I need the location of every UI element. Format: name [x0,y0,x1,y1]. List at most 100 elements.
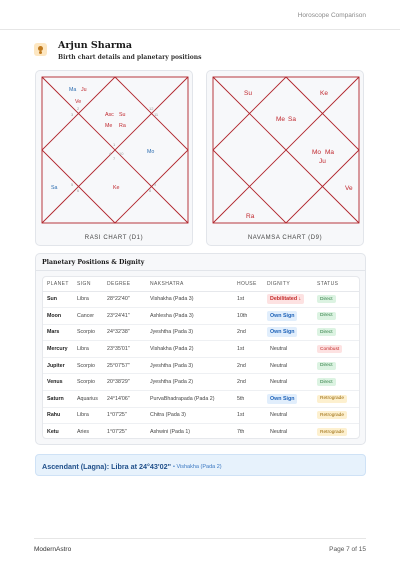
navamsa-planet-su: Su [244,90,252,97]
dignity-cell: Neutral [263,373,313,392]
rasi-planet-mo: Mo [147,149,154,155]
rasi-chart-card[interactable]: 1 2 3 4 5 6 7 8 9 10 11 12 Ma Ju Ve Asc … [35,70,193,246]
status-cell: Direct [313,357,359,375]
house-cell: 10th [233,307,263,325]
rasi-house-number: 7 [113,156,116,161]
rasi-house-number: 12 [149,106,154,111]
rasi-planet-asc: Asc [105,112,114,118]
planet-table-wrap: PLANET SIGN DEGREE NAKSHATRA HOUSE DIGNI… [42,276,360,439]
ascendant-nakshatra: • Vishakha (Pada 2) [173,463,222,470]
degree-cell: 1°07'25" [107,429,127,436]
nakshatra-cell: Chitra (Pada 3) [146,407,233,425]
rasi-house-number: 11 [154,112,159,117]
nakshatra-cell: Vishakha (Pada 3) [146,291,233,309]
degree-cell: 23°35'01" [103,340,146,358]
navamsa-chart-card[interactable]: Su Ke Me Sa Mo Ma Ju Ve Ra NAVAMSA CHART… [206,70,364,246]
dignity-badge: Own Sign [267,327,298,338]
status-badge: Direct [317,361,336,370]
profile-subtitle: Birth chart details and planetary positi… [58,54,202,61]
table-row: Sun Libra 28°22'40" Vishakha (Pada 3) 1st Deb… [43,291,359,309]
column-header: STATUS [313,277,359,292]
ascendant-banner: Ascendant (Lagna): Libra at 24°43'02" • … [35,454,366,476]
navamsa-planet-ra: Ra [246,213,255,220]
column-header: DIGNITY [263,277,313,292]
table-row: Mercury Libra 23°35'01" Vishakha (Pada 2) 1s… [43,340,359,358]
sign-cell: Scorpio [73,324,103,342]
rasi-chart-caption: RASI CHART (D1) [84,235,144,241]
status-badge: Direct [317,311,336,320]
sign-cell: Scorpio [73,373,103,392]
table-header-row: PLANET SIGN DEGREE NAKSHATRA HOUSE DIGNI… [43,277,359,292]
navamsa-chart-svg: Su Ke Me Sa Mo Ma Ju Ve Ra [212,76,360,224]
rasi-planet-ju: Ju [81,87,87,93]
degree-cell: 28°22'40" [103,291,146,309]
planet-cell: Sun [43,291,73,309]
status-cell: Combust [313,340,359,358]
rasi-house-number: 2 [77,106,80,111]
house-cell: 1st [233,407,263,425]
page-header: Horoscope Comparison [0,0,400,30]
navamsa-inner-diamond [212,76,360,224]
rasi-house-number: 4 [109,151,112,156]
sign-cell: Scorpio [73,357,103,375]
navamsa-planet-ma: Ma [325,149,334,156]
navamsa-diagonal-2 [212,76,360,224]
dignity-badge: Neutral [270,412,288,419]
house-cell: 2nd [233,324,263,342]
dignity-badge: Neutral [270,346,288,353]
status-cell: Direct [313,373,359,392]
column-header: NAKSHATRA [146,277,233,292]
status-badge: Retrograde [317,411,347,420]
house-cell: 1st [233,340,263,358]
navamsa-planet-ve: Ve [345,185,353,192]
section-title: Planetary Positions & Dignity [42,259,145,266]
navamsa-planet-ju: Ju [319,158,326,165]
house-cell: 2nd [233,357,263,375]
navamsa-chart-caption: NAVAMSA CHART (D9) [247,235,323,241]
planet-cell: Rahu [43,407,73,425]
dignity-cell: Neutral [263,340,313,358]
table-row: Rahu Libra 1°07'25" Chitra (Pada 3) 1st Neutr… [43,407,359,425]
status-badge: Retrograde [317,428,347,437]
degree-cell: 24°32'38" [103,324,146,342]
rasi-planet-ma: Ma [69,87,76,93]
rasi-house-number: 9 [154,182,157,187]
navamsa-planet-ke: Ke [320,90,328,97]
rasi-house-number: 8 [149,188,152,193]
degree-cell: 1°07'25" [103,407,146,425]
dignity-badge: Neutral [270,379,288,386]
ascendant-text: Ascendant (Lagna): Libra at 24°43'02" [42,462,172,471]
rasi-chart-svg: 1 2 3 4 5 6 7 8 9 10 11 12 Ma Ju Ve Asc … [41,76,189,224]
house-cell: 5th [233,390,263,408]
dignity-badge: Own Sign [267,310,298,321]
dignity-cell: Own Sign [263,324,313,342]
nakshatra-cell: Jyeshtha (Pada 2) [146,373,233,392]
status-cell: Direct [313,307,359,325]
rasi-house-number: 1 [113,142,116,147]
nakshatra-cell: Jyeshtha (Pada 3) [146,357,233,375]
status-badge: Combust [317,345,343,354]
nakshatra-cell: Ashwini (Pada 1) [150,429,191,436]
column-header: PLANET [43,277,73,292]
planet-cell: Mercury [43,340,73,358]
dignity-cell: Debilitated ↓ [263,291,313,309]
status-cell: Direct [313,291,359,309]
page-footer: ModernAstro Page 7 of 15 [34,538,366,553]
dignity-badge: Neutral [270,429,288,436]
planet-cell: Mars [43,324,73,342]
status-cell: Retrograde [313,407,359,425]
dignity-cell: Neutral [263,424,313,441]
status-cell: Retrograde [313,424,359,441]
dignity-cell: Neutral [263,357,313,375]
nakshatra-cell: Vishakha (Pada 2) [146,340,233,358]
footer-brand: ModernAstro [34,546,72,553]
column-header: SIGN [73,277,103,292]
planet-cell: Jupiter [43,357,73,375]
sign-cell: Cancer [73,307,103,325]
status-cell: Retrograde [313,390,359,408]
planet-table: PLANET SIGN DEGREE NAKSHATRA HOUSE DIGNI… [43,277,359,440]
rasi-planet-ve: Ve [75,99,81,105]
rasi-planet-me: Me [105,123,112,129]
house-cell: 7th [237,429,245,436]
profile-header: Arjun Sharma Birth chart details and pla… [34,40,374,66]
